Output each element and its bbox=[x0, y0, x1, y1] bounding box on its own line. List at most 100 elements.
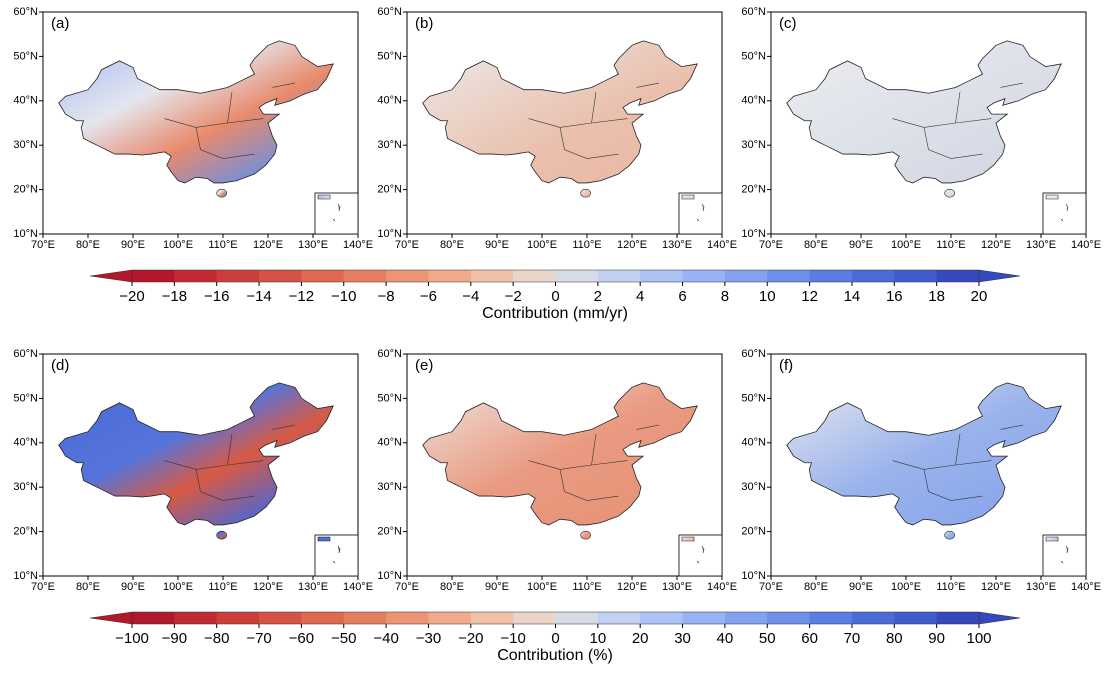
lat-tick-label: 30°N bbox=[13, 139, 38, 151]
colorbar-segment bbox=[513, 270, 556, 282]
colorbar-segment bbox=[132, 612, 175, 624]
colorbar-tick-label: −60 bbox=[289, 630, 314, 647]
lon-tick-label: 120°E bbox=[617, 581, 647, 593]
colorbar-segment bbox=[217, 270, 260, 282]
colorbar-tick-label: −80 bbox=[204, 630, 229, 647]
colorbar-segment bbox=[471, 270, 514, 282]
map-panel: (d)60°N50°N40°N30°N20°N10°N70°E80°E90°E1… bbox=[13, 348, 373, 593]
colorbar-tick-label: −6 bbox=[420, 288, 437, 305]
lon-tick-label: 70°E bbox=[759, 581, 783, 593]
colorbar-tick-label: 6 bbox=[678, 288, 686, 305]
lat-tick-label: 60°N bbox=[741, 6, 766, 18]
colorbar-tick-label: 40 bbox=[717, 630, 734, 647]
lon-tick-label: 110°E bbox=[572, 239, 601, 251]
colorbar-segment bbox=[598, 270, 641, 282]
lon-tick-label: 90°E bbox=[849, 581, 873, 593]
colorbar-title: Contribution (%) bbox=[497, 647, 613, 664]
colorbar-segment bbox=[894, 270, 937, 282]
lon-tick-label: 70°E bbox=[395, 239, 419, 251]
lat-tick-label: 60°N bbox=[377, 348, 402, 360]
colorbar-tick-label: −12 bbox=[289, 288, 314, 305]
lat-tick-label: 30°N bbox=[741, 139, 766, 151]
colorbar-segment bbox=[556, 612, 599, 624]
colorbar-tick-label: 20 bbox=[632, 630, 649, 647]
lon-tick-label: 110°E bbox=[936, 239, 965, 251]
colorbar-tick-label: 20 bbox=[971, 288, 988, 305]
colorbar-segment bbox=[174, 612, 217, 624]
lon-tick-label: 110°E bbox=[572, 581, 601, 593]
colorbar-tick-label: 80 bbox=[886, 630, 903, 647]
lat-tick-label: 50°N bbox=[741, 392, 766, 404]
colorbar-segment bbox=[683, 612, 726, 624]
colorbar-segment bbox=[428, 612, 471, 624]
island bbox=[217, 531, 227, 539]
colorbar-segment bbox=[937, 612, 980, 624]
lat-tick-label: 20°N bbox=[377, 526, 402, 538]
lat-tick-label: 40°N bbox=[741, 95, 766, 107]
lon-tick-label: 140°E bbox=[343, 239, 373, 251]
colorbar-tick-label: 90 bbox=[928, 630, 945, 647]
lon-tick-label: 100°E bbox=[527, 239, 557, 251]
lat-tick-label: 30°N bbox=[13, 481, 38, 493]
lon-tick-label: 80°E bbox=[804, 239, 828, 251]
colorbar-segment bbox=[725, 612, 768, 624]
lon-tick-label: 110°E bbox=[208, 239, 237, 251]
lon-tick-label: 90°E bbox=[121, 239, 145, 251]
colorbar-segment bbox=[767, 270, 810, 282]
lon-tick-label: 70°E bbox=[31, 581, 55, 593]
colorbar-extend-high bbox=[979, 270, 1020, 282]
colorbar-segment bbox=[301, 612, 344, 624]
lon-tick-label: 80°E bbox=[76, 581, 100, 593]
colorbar-tick-label: −20 bbox=[119, 288, 144, 305]
lon-tick-label: 130°E bbox=[1026, 239, 1056, 251]
colorbar-tick-label: −18 bbox=[162, 288, 187, 305]
lon-tick-label: 140°E bbox=[1071, 239, 1101, 251]
lat-tick-label: 40°N bbox=[13, 95, 38, 107]
lat-tick-label: 30°N bbox=[377, 481, 402, 493]
lon-tick-label: 100°E bbox=[891, 581, 921, 593]
colorbar-segment bbox=[810, 612, 853, 624]
lon-tick-label: 130°E bbox=[662, 239, 692, 251]
colorbar-tick-label: −40 bbox=[373, 630, 398, 647]
colorbar-tick-label: 18 bbox=[928, 288, 945, 305]
lon-tick-label: 130°E bbox=[662, 581, 692, 593]
colorbar-tick-label: 0 bbox=[551, 288, 559, 305]
colorbar-segment bbox=[598, 612, 641, 624]
lon-tick-label: 130°E bbox=[298, 581, 328, 593]
colorbar-segment bbox=[259, 612, 302, 624]
map-panel: (c)60°N50°N40°N30°N20°N10°N70°E80°E90°E1… bbox=[741, 6, 1101, 251]
colorbar-title: Contribution (mm/yr) bbox=[482, 305, 628, 322]
lat-tick-label: 20°N bbox=[13, 184, 38, 196]
lon-tick-label: 130°E bbox=[1026, 581, 1056, 593]
colorbar-tick-label: 30 bbox=[674, 630, 691, 647]
colorbar-tick-label: −90 bbox=[162, 630, 187, 647]
lat-tick-label: 30°N bbox=[377, 139, 402, 151]
colorbar-tick-label: −10 bbox=[331, 288, 356, 305]
lon-tick-label: 70°E bbox=[395, 581, 419, 593]
lon-tick-label: 90°E bbox=[121, 581, 145, 593]
colorbar-segment bbox=[810, 270, 853, 282]
colorbar-tick-label: −14 bbox=[246, 288, 271, 305]
lon-tick-label: 80°E bbox=[440, 239, 464, 251]
panel-label: (d) bbox=[51, 357, 69, 374]
lon-tick-label: 120°E bbox=[617, 239, 647, 251]
lat-tick-label: 50°N bbox=[13, 392, 38, 404]
colorbar-segment bbox=[556, 270, 599, 282]
colorbar-tick-label: −4 bbox=[462, 288, 479, 305]
colorbar-extend-low bbox=[90, 270, 132, 282]
lon-tick-label: 120°E bbox=[253, 239, 283, 251]
lon-tick-label: 120°E bbox=[981, 581, 1011, 593]
lon-tick-label: 130°E bbox=[298, 239, 328, 251]
lat-tick-label: 40°N bbox=[377, 437, 402, 449]
colorbar-segment bbox=[513, 612, 556, 624]
colorbar-segment bbox=[174, 270, 217, 282]
colorbar-extend-low bbox=[90, 612, 132, 624]
panel-label: (c) bbox=[779, 15, 797, 32]
colorbar-tick-label: −70 bbox=[246, 630, 271, 647]
map-panel: (f)60°N50°N40°N30°N20°N10°N70°E80°E90°E1… bbox=[741, 348, 1101, 593]
panel-label: (a) bbox=[51, 15, 69, 32]
lat-tick-label: 60°N bbox=[13, 6, 38, 18]
lat-tick-label: 50°N bbox=[377, 392, 402, 404]
